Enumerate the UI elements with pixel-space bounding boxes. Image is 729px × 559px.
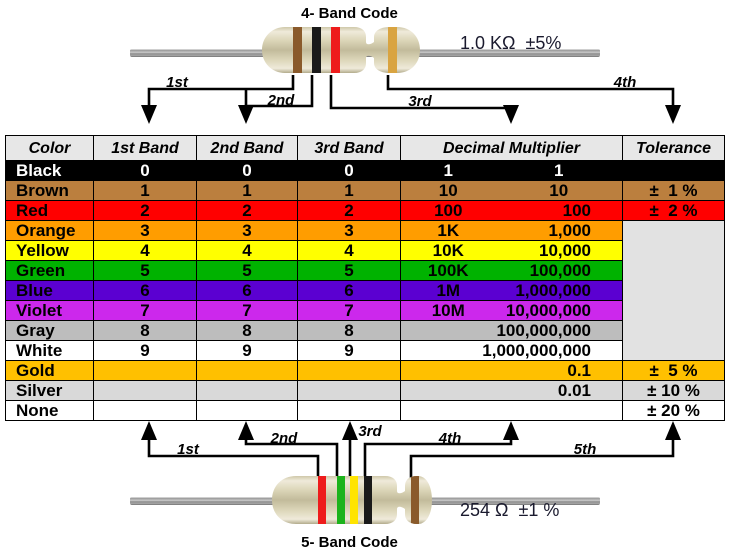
svg-text:3rd: 3rd [408, 93, 432, 110]
svg-text:2nd: 2nd [267, 92, 296, 109]
svg-text:1st: 1st [166, 75, 189, 91]
svg-text:3rd: 3rd [358, 423, 382, 440]
svg-text:4th: 4th [438, 430, 462, 447]
svg-text:4th: 4th [613, 75, 637, 91]
svg-text:2nd: 2nd [270, 430, 299, 447]
svg-text:5th: 5th [574, 441, 597, 458]
svg-text:1st: 1st [177, 441, 200, 458]
